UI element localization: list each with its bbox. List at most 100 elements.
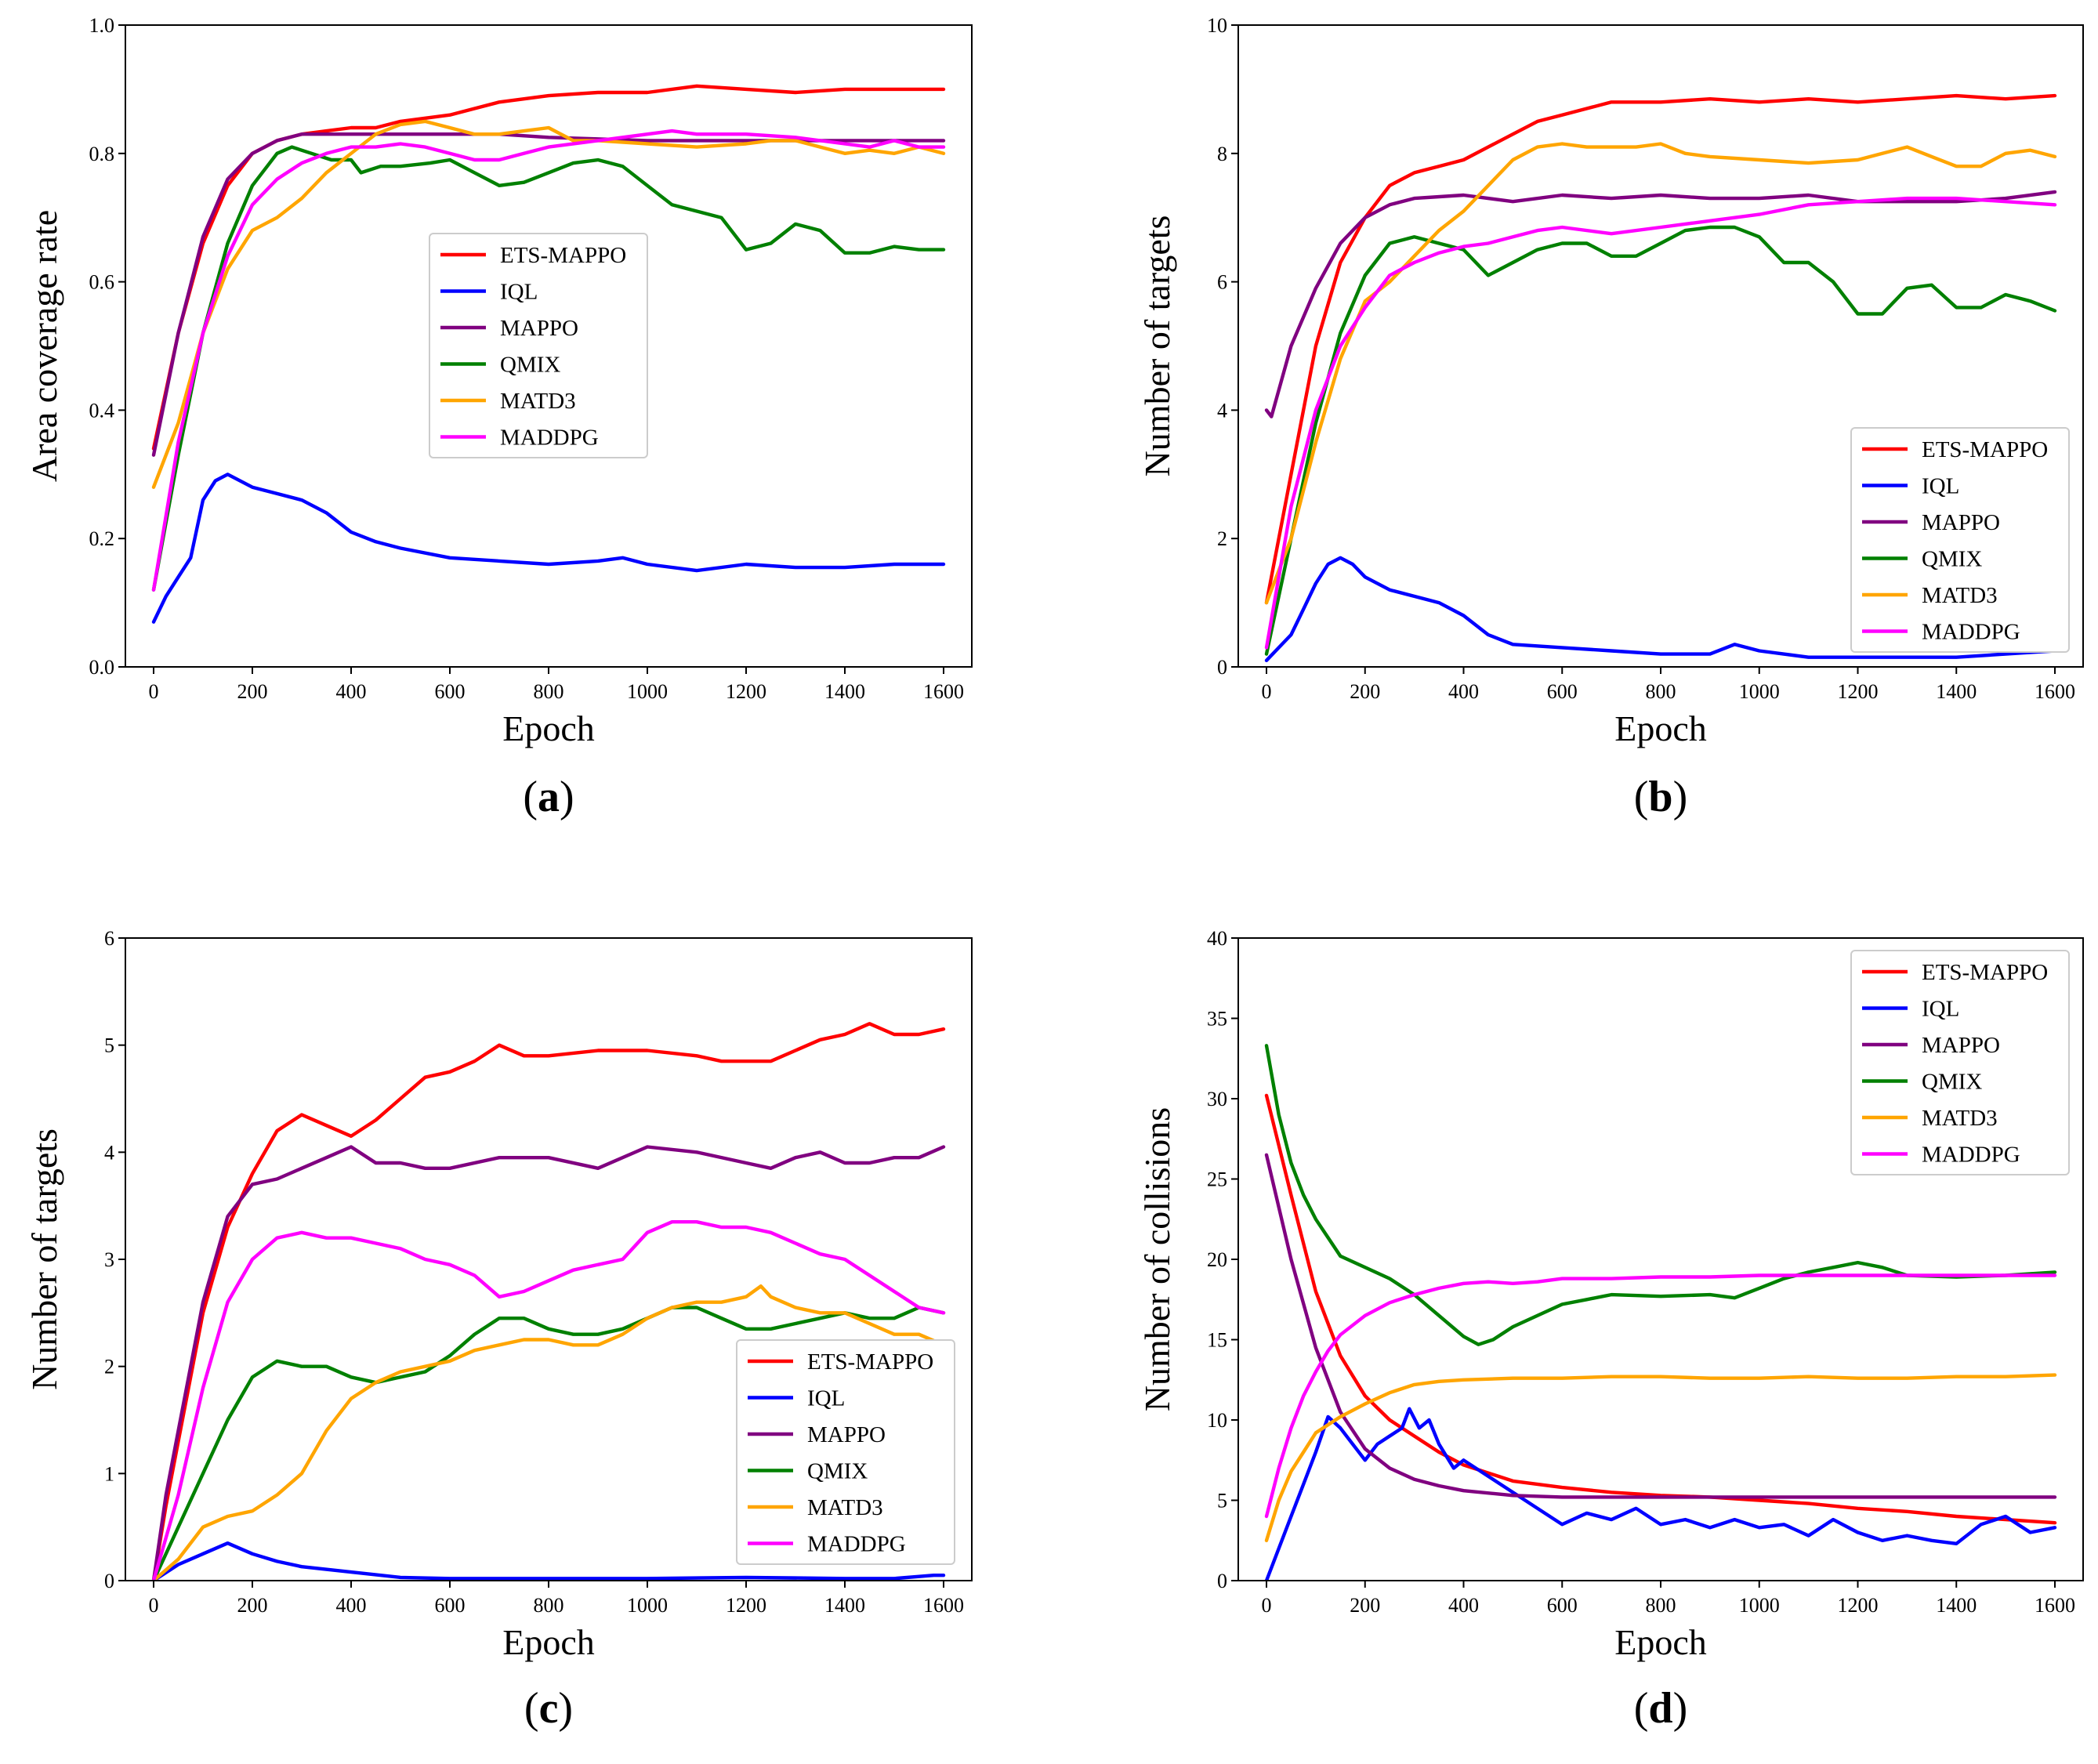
y-axis-label: Area coverage rate: [24, 210, 64, 482]
series-line-matd3: [1264, 1373, 2057, 1542]
x-axis-label: Epoch: [1614, 708, 1707, 748]
legend-label-iql: IQL: [500, 280, 538, 305]
x-tick-label: 1200: [1838, 1594, 1879, 1617]
y-tick-label: 1.0: [89, 14, 115, 37]
y-tick-label: 0.8: [89, 143, 115, 165]
series-line-mappo: [151, 1145, 946, 1581]
x-tick-label: 0: [149, 680, 159, 703]
panel-label: (d): [1634, 1684, 1687, 1733]
series-line-iql: [1264, 1407, 2057, 1581]
x-tick-label: 400: [1448, 680, 1479, 703]
panel-label-open-paren: (: [523, 773, 538, 821]
legend-label-ets-mappo: ETS-MAPPO: [1922, 437, 2048, 462]
x-tick-label: 800: [534, 680, 564, 703]
series-line-ets-mappo: [151, 1022, 946, 1581]
x-tick-label: 1000: [627, 1594, 668, 1617]
series-line-iql: [151, 1541, 946, 1581]
panel-label: (a): [523, 773, 574, 821]
chart-panel-c: 0 200 400 600 800 1000 1200 1400 1600 0 1 2 3 4 5 6 Epoc…: [24, 927, 973, 1733]
legend-label-matd3: MATD3: [500, 389, 576, 414]
panel-label-open-paren: (: [524, 1684, 539, 1733]
x-tick-label: 1400: [1936, 1594, 1977, 1617]
legend-label-qmix: QMIX: [1922, 547, 1982, 572]
x-tick-label: 1200: [726, 680, 766, 703]
legend-label-iql: IQL: [807, 1386, 845, 1411]
y-tick-label: 2: [1217, 527, 1227, 550]
y-tick-label: 10: [1207, 1409, 1227, 1432]
legend-label-ets-mappo: ETS-MAPPO: [1922, 960, 2048, 985]
y-tick-label: 35: [1207, 1008, 1227, 1031]
panel-label-letter: a: [538, 773, 560, 821]
y-tick-label: 0.0: [89, 656, 115, 679]
panel-label: (c): [524, 1684, 573, 1733]
series-line-qmix: [151, 145, 946, 592]
x-tick-label: 200: [1350, 1594, 1380, 1617]
y-tick-label: 0: [1217, 1570, 1227, 1592]
x-tick-label: 1000: [1739, 1594, 1780, 1617]
series-line-ets-mappo: [1264, 93, 2057, 605]
panel-label: (b): [1634, 773, 1687, 821]
x-tick-label: 1000: [627, 680, 668, 703]
x-tick-label: 800: [1646, 1594, 1676, 1617]
panel-label-close-paren: ): [558, 1684, 573, 1733]
y-tick-label: 6: [1217, 271, 1227, 294]
panel-label-close-paren: ): [1673, 1684, 1688, 1733]
series-line-maddpg: [1264, 196, 2057, 650]
legend-label-maddpg: MADDPG: [1922, 1143, 2020, 1168]
x-tick-label: 1600: [2035, 680, 2075, 703]
y-tick-label: 8: [1217, 143, 1227, 165]
series-line-matd3: [151, 119, 946, 489]
legend-label-qmix: QMIX: [807, 1459, 868, 1484]
legend-label-ets-mappo: ETS-MAPPO: [500, 243, 626, 268]
y-tick-label: 0: [104, 1570, 114, 1592]
panel-label-letter: c: [539, 1684, 559, 1733]
series-line-matd3: [1264, 142, 2057, 605]
y-tick-label: 5: [1217, 1490, 1227, 1512]
x-tick-label: 1600: [923, 1594, 964, 1617]
series-line-iql: [1264, 556, 2057, 662]
y-tick-label: 4: [104, 1141, 114, 1164]
chart-panel-a: 0 200 400 600 800 1000 1200 1400 1600 0.0 0.2 0.4 0.…: [24, 14, 973, 821]
y-tick-label: 15: [1207, 1329, 1227, 1352]
y-tick-label: 0: [1217, 656, 1227, 679]
chart-panel-d: 0 200 400 600 800 1000 1200 1400 1600 0 5 10 15 20 25 3…: [1137, 927, 2084, 1733]
x-tick-label: 600: [435, 680, 466, 703]
series-line-iql: [151, 473, 946, 624]
panel-label-letter: b: [1648, 773, 1672, 821]
legend: ETS-MAPPO IQL MAPPO QMIX MATD3 MADDPG: [736, 1339, 955, 1565]
legend: ETS-MAPPO IQL MAPPO QMIX MATD3 MADDPG: [429, 233, 648, 458]
legend-label-maddpg: MADDPG: [807, 1532, 906, 1557]
y-tick-label: 25: [1207, 1168, 1227, 1191]
series-line-qmix: [1264, 225, 2057, 656]
legend-label-qmix: QMIX: [500, 353, 560, 378]
legend-label-mappo: MAPPO: [807, 1422, 886, 1447]
x-axis-label: Epoch: [502, 708, 595, 748]
legend-label-maddpg: MADDPG: [500, 426, 599, 451]
x-tick-label: 1400: [824, 1594, 865, 1617]
y-axis-label: Number of targets: [1137, 216, 1177, 477]
x-tick-label: 600: [435, 1594, 466, 1617]
y-axis-label: Number of collisions: [1137, 1107, 1177, 1411]
legend-label-mappo: MAPPO: [500, 316, 578, 341]
x-tick-label: 1200: [726, 1594, 766, 1617]
series-line-qmix: [151, 1306, 946, 1581]
legend-label-ets-mappo: ETS-MAPPO: [807, 1349, 933, 1375]
x-tick-label: 1600: [2035, 1594, 2075, 1617]
x-tick-label: 0: [1262, 1594, 1272, 1617]
y-tick-label: 30: [1207, 1088, 1227, 1110]
x-tick-label: 600: [1547, 1594, 1578, 1617]
y-tick-label: 3: [104, 1248, 114, 1271]
x-tick-label: 800: [1646, 680, 1676, 703]
series-line-matd3: [151, 1284, 946, 1581]
legend: ETS-MAPPO IQL MAPPO QMIX MATD3 MADDPG: [1850, 427, 2070, 653]
y-tick-label: 0.6: [89, 271, 115, 294]
legend-label-iql: IQL: [1922, 474, 1959, 499]
x-tick-label: 400: [1448, 1594, 1479, 1617]
legend-label-matd3: MATD3: [807, 1495, 883, 1520]
x-axis-label: Epoch: [1614, 1622, 1707, 1662]
panel-label-close-paren: ): [1673, 773, 1688, 821]
y-tick-label: 0.4: [89, 399, 115, 422]
legend: ETS-MAPPO IQL MAPPO QMIX MATD3 MADDPG: [1850, 950, 2070, 1175]
x-tick-label: 0: [149, 1594, 159, 1617]
